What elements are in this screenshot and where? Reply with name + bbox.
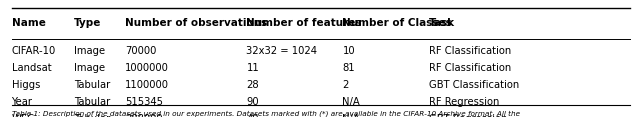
Text: Image: Image [74, 63, 105, 73]
Text: N/A: N/A [342, 97, 360, 107]
Text: Landsat: Landsat [12, 63, 51, 73]
Text: Number of features: Number of features [246, 18, 362, 28]
Text: Tabular: Tabular [74, 114, 110, 117]
Text: RF Classification: RF Classification [429, 46, 511, 57]
Text: RF Classification: RF Classification [429, 63, 511, 73]
Text: Name: Name [12, 18, 45, 28]
Text: 515345: 515345 [125, 97, 163, 107]
Text: Number of observations: Number of observations [125, 18, 267, 28]
Text: 81: 81 [342, 63, 355, 73]
Text: GBT Regression: GBT Regression [429, 114, 507, 117]
Text: 2: 2 [342, 80, 349, 90]
Text: Image: Image [74, 46, 105, 57]
Text: Number of Classes: Number of Classes [342, 18, 452, 28]
Text: Table 1: Description of the datasets used in our experiments. Datasets marked wi: Table 1: Description of the datasets use… [12, 110, 520, 117]
Text: Type: Type [74, 18, 101, 28]
Text: 70000: 70000 [125, 46, 156, 57]
Text: 49: 49 [246, 114, 259, 117]
Text: RF Regression: RF Regression [429, 97, 499, 107]
Text: 28: 28 [246, 80, 259, 90]
Text: GBT Classification: GBT Classification [429, 80, 519, 90]
Text: 1000000: 1000000 [125, 63, 169, 73]
Text: 288000: 288000 [125, 114, 163, 117]
Text: 1100000: 1100000 [125, 80, 169, 90]
Text: 90: 90 [246, 97, 259, 107]
Text: Year: Year [12, 97, 33, 107]
Text: Tabular: Tabular [74, 80, 110, 90]
Text: Higgs: Higgs [12, 80, 40, 90]
Text: 32x32 = 1024: 32x32 = 1024 [246, 46, 317, 57]
Text: CIFAR-10: CIFAR-10 [12, 46, 56, 57]
Text: WEC: WEC [12, 114, 35, 117]
Text: Task: Task [429, 18, 455, 28]
Text: 11: 11 [246, 63, 259, 73]
Text: Tabular: Tabular [74, 97, 110, 107]
Text: 10: 10 [342, 46, 355, 57]
Text: N/A: N/A [342, 114, 360, 117]
